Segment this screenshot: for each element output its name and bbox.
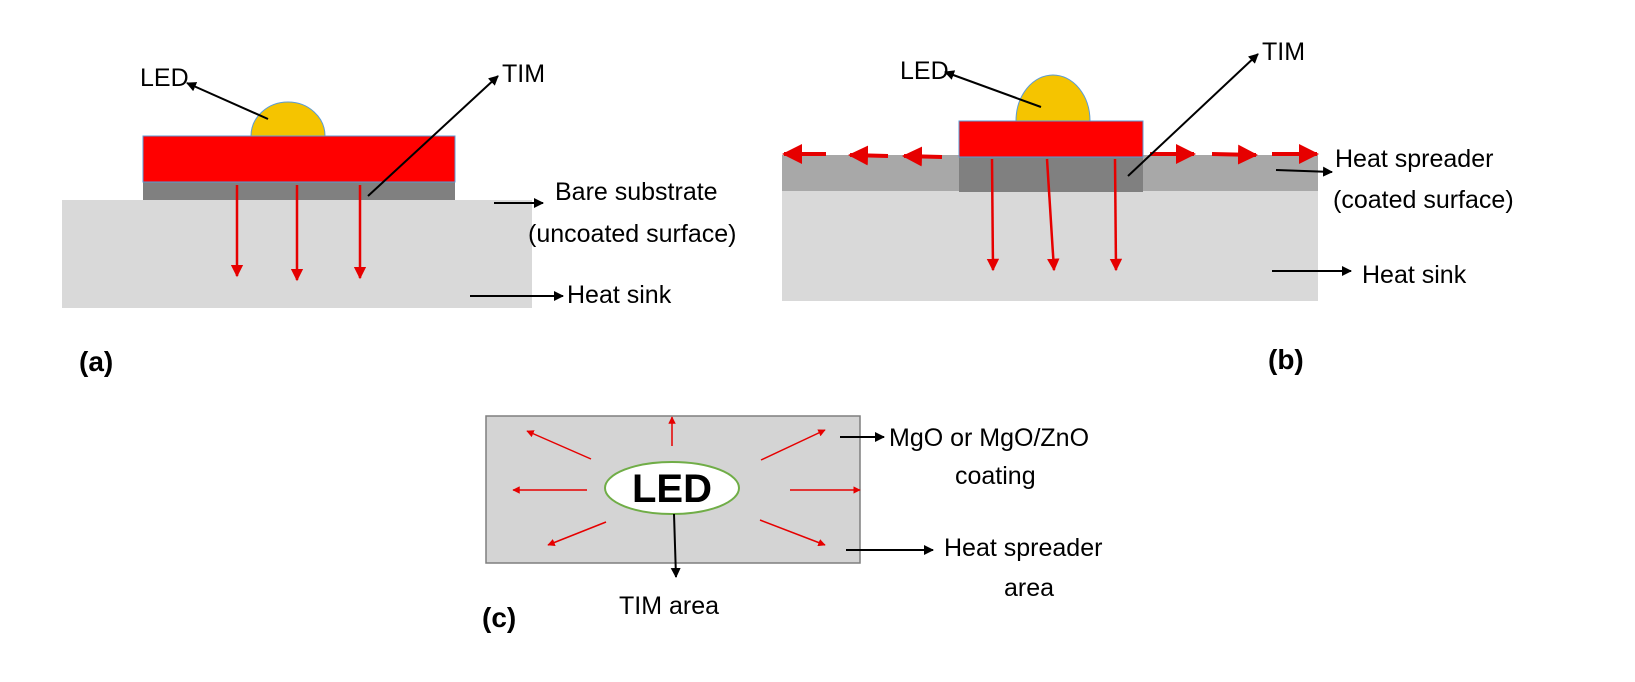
spreader-callout-arrow: [1275, 166, 1333, 177]
coating-label: MgO or MgO/ZnO: [889, 424, 1089, 452]
heat-flow-arrow: [986, 158, 1000, 272]
led-callout-arrow: [186, 82, 269, 120]
radial-heat-arrow: [526, 430, 592, 460]
tim-layer: [143, 180, 455, 200]
tim-area-label: TIM area: [619, 592, 719, 620]
heat-sink-label: Heat sink: [567, 281, 672, 309]
lateral-heat-arrow: [902, 146, 943, 167]
led-dome: [250, 101, 326, 137]
lateral-heat-arrow: [1211, 144, 1258, 165]
led-board: [958, 120, 1144, 158]
heat-sink-label: Heat sink: [1362, 261, 1467, 289]
tim-area-ellipse: [604, 461, 740, 515]
heat-flow-arrow: [1109, 158, 1123, 272]
led-label: LED: [632, 467, 712, 511]
tim-area-callout-arrow: [670, 513, 681, 578]
radial-heat-arrow: [759, 519, 826, 547]
coating-label-sub: coating: [955, 462, 1036, 490]
radial-heat-arrow: [760, 429, 826, 461]
panel-c: LED MgO or MgO/ZnO coating Heat spreader…: [482, 415, 1102, 633]
substrate-label: Bare substrate: [555, 178, 718, 206]
led-label: LED: [900, 57, 949, 85]
lateral-heat-arrow: [848, 145, 889, 166]
tim-callout-arrow: [367, 75, 499, 197]
led-callout-arrow: [944, 70, 1042, 108]
spreader-area-label: Heat spreader: [944, 534, 1102, 562]
led-board: [142, 135, 456, 183]
tim-callout-arrow: [1127, 53, 1259, 177]
panel-tag: (b): [1268, 344, 1304, 375]
panel-a: LED TIM Bare substrate (uncoated surface…: [62, 60, 736, 377]
panel-tag: (c): [482, 602, 516, 633]
tim-label: TIM: [502, 60, 545, 88]
substrate-label-sub: (uncoated surface): [528, 220, 736, 248]
panel-b: LED TIM Heat spreader (coated surface) H…: [782, 38, 1514, 375]
panel-tag: (a): [79, 346, 113, 377]
led-label: LED: [140, 64, 189, 92]
tim-label: TIM: [1262, 38, 1305, 66]
tim-layer: [959, 155, 1143, 192]
heat-flow-arrow: [1045, 158, 1060, 272]
spreader-label: Heat spreader: [1335, 145, 1493, 173]
led-dome: [1015, 74, 1091, 122]
spreader-area-label-sub: area: [1004, 574, 1054, 602]
spreader-label-sub: (coated surface): [1333, 186, 1514, 214]
radial-heat-arrow: [547, 521, 607, 546]
